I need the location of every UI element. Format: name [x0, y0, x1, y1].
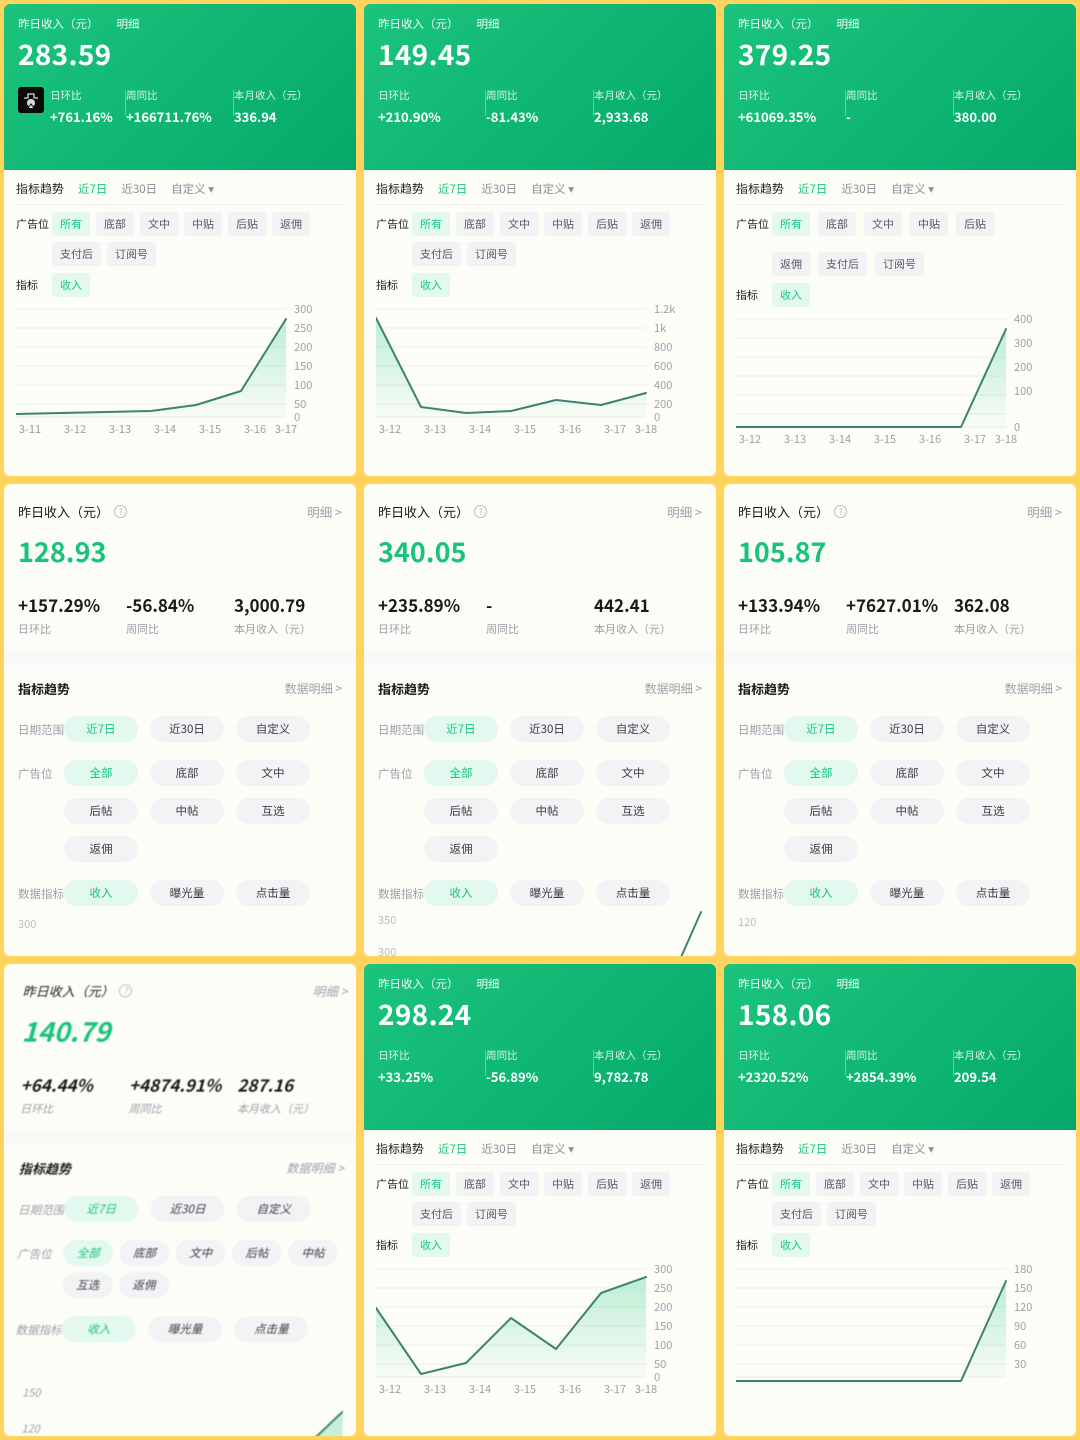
svg-text:90: 90	[1014, 1318, 1026, 1334]
svg-text:3-13: 3-13	[784, 431, 806, 447]
svg-text:150: 150	[294, 358, 312, 374]
svg-text:300: 300	[1014, 335, 1032, 351]
svg-text:30: 30	[1014, 1356, 1026, 1372]
svg-text:200: 200	[654, 1299, 672, 1315]
svg-text:3-14: 3-14	[469, 1381, 491, 1397]
svg-text:3-12: 3-12	[64, 421, 86, 437]
svg-text:3-16: 3-16	[244, 421, 266, 437]
svg-text:100: 100	[294, 377, 312, 393]
svg-text:150: 150	[22, 1384, 42, 1400]
svg-text:3-13: 3-13	[424, 421, 446, 437]
svg-text:3-16: 3-16	[919, 431, 941, 447]
svg-text:600: 600	[654, 358, 672, 374]
svg-text:3-17: 3-17	[275, 421, 297, 437]
svg-text:150: 150	[654, 1318, 672, 1334]
svg-text:400: 400	[654, 377, 672, 393]
svg-text:400: 400	[1014, 313, 1032, 327]
svg-text:120: 120	[21, 1421, 41, 1436]
svg-text:3-11: 3-11	[19, 421, 41, 437]
svg-text:3-17: 3-17	[964, 431, 986, 447]
svg-text:3-15: 3-15	[514, 421, 536, 437]
svg-text:250: 250	[294, 320, 312, 336]
svg-text:3-17: 3-17	[604, 1381, 626, 1397]
svg-text:3-15: 3-15	[874, 431, 896, 447]
svg-text:200: 200	[1014, 359, 1032, 375]
svg-text:3-13: 3-13	[109, 421, 131, 437]
svg-text:100: 100	[654, 1337, 672, 1353]
svg-text:3-18: 3-18	[995, 431, 1017, 447]
svg-text:3-12: 3-12	[739, 431, 761, 447]
svg-text:3-16: 3-16	[559, 1381, 581, 1397]
svg-text:150: 150	[1014, 1280, 1032, 1296]
svg-text:3-13: 3-13	[424, 1381, 446, 1397]
svg-text:120: 120	[1014, 1299, 1032, 1315]
svg-text:180: 180	[1014, 1263, 1032, 1277]
svg-text:3-18: 3-18	[635, 421, 657, 437]
svg-text:800: 800	[654, 339, 672, 355]
svg-text:60: 60	[1014, 1337, 1026, 1353]
svg-text:200: 200	[294, 339, 312, 355]
svg-text:1.2k: 1.2k	[654, 303, 675, 317]
svg-text:3-12: 3-12	[379, 1381, 401, 1397]
svg-text:3-14: 3-14	[469, 421, 491, 437]
svg-text:3-16: 3-16	[559, 421, 581, 437]
svg-text:3-12: 3-12	[379, 421, 401, 437]
svg-text:3-14: 3-14	[154, 421, 176, 437]
svg-text:3-15: 3-15	[514, 1381, 536, 1397]
svg-text:1k: 1k	[654, 320, 666, 336]
svg-text:3-17: 3-17	[604, 421, 626, 437]
svg-text:250: 250	[654, 1280, 672, 1296]
svg-text:3-14: 3-14	[829, 431, 851, 447]
svg-text:300: 300	[654, 1263, 672, 1277]
svg-text:3-15: 3-15	[199, 421, 221, 437]
svg-text:100: 100	[1014, 383, 1032, 399]
svg-text:300: 300	[294, 303, 312, 317]
svg-text:3-18: 3-18	[635, 1381, 657, 1397]
